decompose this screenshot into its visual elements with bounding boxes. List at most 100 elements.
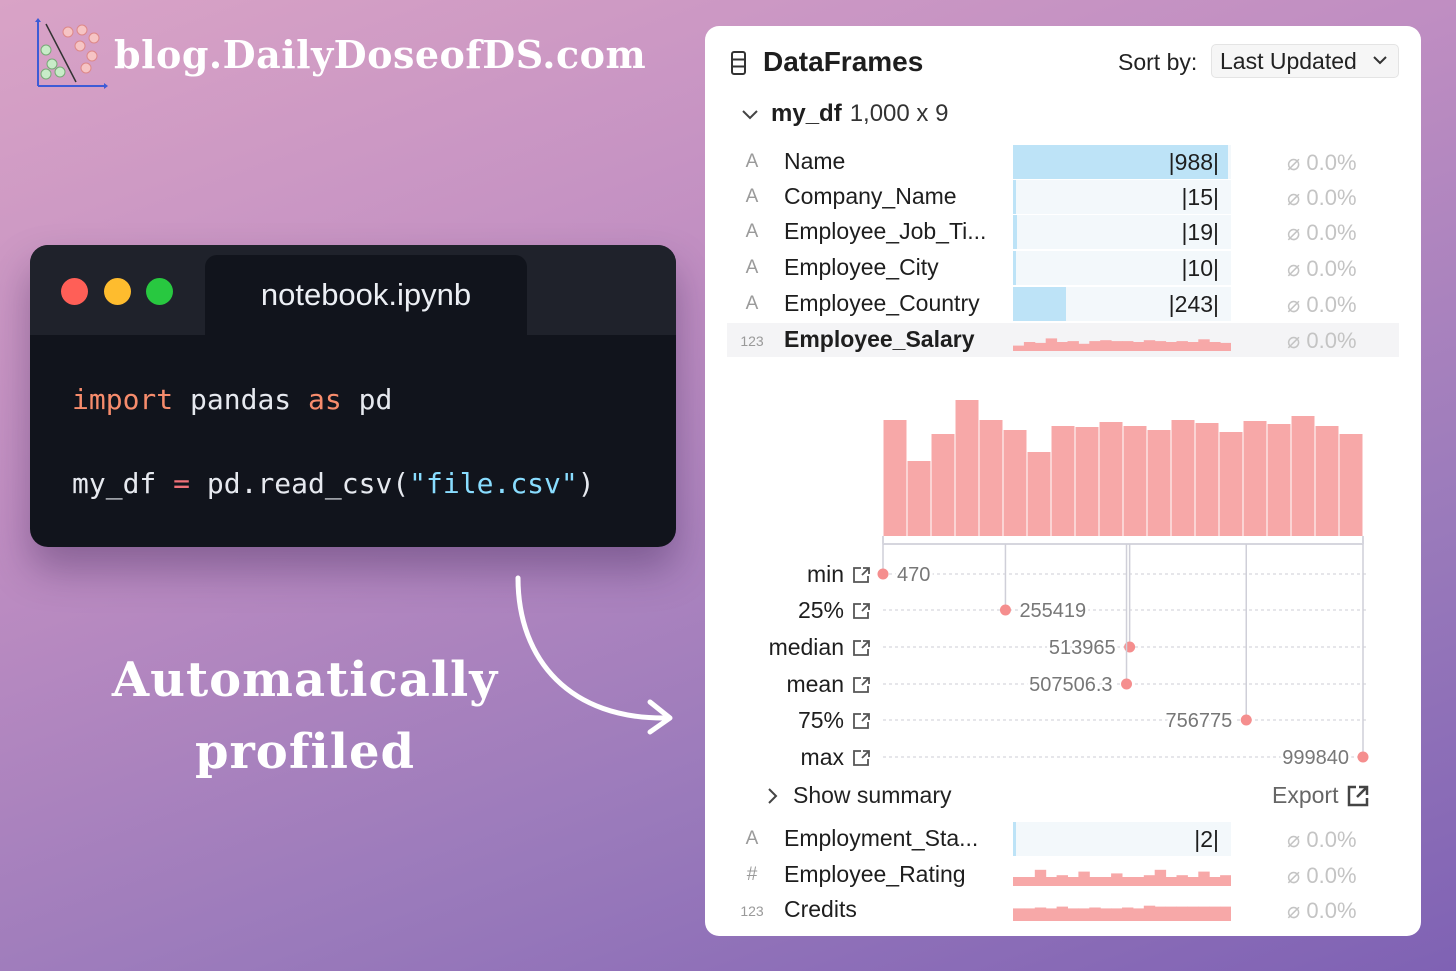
sparkline-bar	[1100, 877, 1112, 886]
unique-bar-fill	[1013, 215, 1017, 249]
column-row[interactable]: A Company_Name |15| ⌀ 0.0%	[727, 180, 1399, 214]
histogram-bar	[1195, 423, 1219, 536]
histogram-bar	[1003, 430, 1027, 536]
sparkline-bar	[1056, 906, 1068, 921]
sparkline-bar	[1198, 871, 1210, 886]
histogram-bar	[1291, 416, 1315, 536]
column-row[interactable]: A Employment_Sta... |2| ⌀ 0.0%	[727, 822, 1399, 856]
sparkline-bar	[1067, 341, 1079, 351]
notebook-tab[interactable]: notebook.ipynb	[205, 255, 527, 335]
stat-value: 507506.3	[1029, 674, 1112, 696]
column-row[interactable]: A Name |988| ⌀ 0.0%	[727, 145, 1399, 179]
unique-count: |2|	[1194, 826, 1219, 852]
column-name: Employment_Sta...	[784, 825, 979, 851]
brand-site-name: blog.DailyDoseofDS.com	[114, 31, 647, 77]
sparkline-bar	[1100, 340, 1112, 351]
unique-count: |19|	[1181, 219, 1219, 245]
variable-name: my_df	[72, 467, 174, 500]
histogram-bar	[1099, 422, 1123, 536]
function-call: pd.read_csv(	[190, 467, 410, 500]
column-name: Employee_Country	[784, 290, 980, 316]
unique-count: |988|	[1168, 149, 1219, 175]
minimize-window-button[interactable]	[104, 278, 131, 305]
external-link-icon[interactable]	[853, 713, 870, 729]
stat-value: 513965	[1049, 637, 1116, 659]
code-line-import[interactable]: import pandas as pd	[72, 383, 392, 416]
sparkline-bar	[1111, 873, 1123, 886]
external-link-icon[interactable]	[853, 640, 870, 656]
unique-bar-fill	[1013, 822, 1016, 856]
string-argument: "file.csv"	[409, 467, 578, 500]
stat-label: mean	[786, 671, 844, 697]
external-link-icon[interactable]	[853, 677, 870, 693]
dataframe-name: my_df	[771, 100, 842, 127]
sparkline-bar	[1045, 338, 1058, 351]
histogram-bar	[1051, 426, 1075, 536]
chevron-right-icon	[768, 787, 778, 804]
sparkline-bar	[1013, 345, 1025, 351]
sparkline-bar	[1198, 339, 1210, 351]
sparkline-bar	[1078, 908, 1090, 921]
sparkline-bar	[1176, 875, 1188, 886]
code-line-read-csv[interactable]: my_df = pd.read_csv("file.csv")	[72, 467, 595, 500]
external-link-icon[interactable]	[853, 567, 870, 583]
external-link-icon[interactable]	[853, 750, 870, 766]
sparkline-bar	[1154, 906, 1167, 921]
sparkline-bar	[1056, 342, 1068, 351]
window-titlebar: notebook.ipynb	[30, 245, 676, 335]
sparkline-bar	[1176, 906, 1188, 921]
external-link-icon[interactable]	[853, 603, 870, 619]
dataframes-panel: DataFrames Sort by: Last Updated my_df 1…	[705, 26, 1421, 936]
missing-percent: ⌀ 0.0%	[1287, 150, 1357, 175]
sort-label: Sort by:	[1118, 49, 1198, 75]
sparkline-bar	[1220, 342, 1231, 351]
column-name: Name	[784, 148, 846, 174]
close-paren: )	[577, 467, 595, 500]
histogram-bar	[931, 434, 955, 536]
curved-arrow-icon	[515, 575, 673, 735]
histogram-bar	[1219, 432, 1243, 536]
sparkline-bar	[1220, 875, 1231, 886]
unique-bar-track	[1013, 251, 1231, 285]
column-row[interactable]: A Employee_City |10| ⌀ 0.0%	[727, 251, 1399, 285]
unique-bar-fill	[1013, 145, 1228, 179]
column-row[interactable]: # Employee_Rating ⌀ 0.0%	[727, 858, 1399, 892]
sparkline-bar	[1045, 877, 1058, 886]
unique-count: |10|	[1181, 255, 1219, 281]
sparkline-bar	[1165, 877, 1177, 886]
column-type-icon: A	[745, 257, 759, 278]
maximize-window-button[interactable]	[146, 278, 173, 305]
column-type-icon: A	[745, 151, 759, 172]
histogram-bar	[1339, 434, 1363, 536]
sparkline-bar	[1165, 906, 1177, 921]
stat-label: 25%	[798, 597, 844, 623]
sparkline-bar	[1187, 877, 1199, 886]
stat-marker	[1121, 678, 1133, 690]
column-type-icon: A	[745, 293, 759, 314]
missing-percent: ⌀ 0.0%	[1287, 328, 1357, 353]
export-button[interactable]: Export	[1272, 782, 1370, 809]
sparkline-bar	[1056, 875, 1068, 886]
salary-distribution-chart: min 470 25% 255419 median 513965 mean 507506.3 7…	[769, 400, 1369, 772]
column-type-icon: A	[745, 186, 759, 207]
sparkline-bar	[1187, 906, 1199, 921]
sparkline-bar	[1023, 908, 1036, 921]
histogram-bar	[1123, 426, 1147, 536]
stat-marker	[1357, 751, 1369, 763]
sparkline-bar	[1154, 869, 1167, 886]
stat-value: 255419	[1019, 600, 1086, 622]
show-summary-toggle[interactable]: Show summary	[765, 782, 951, 809]
sparkline-histogram	[1013, 905, 1231, 921]
sort-dropdown[interactable]: Last Updated	[1211, 44, 1399, 78]
table-icon	[731, 51, 746, 75]
histogram-bar	[883, 420, 907, 536]
close-window-button[interactable]	[61, 278, 88, 305]
dataframe-header[interactable]: my_df 1,000 x 9	[741, 100, 948, 128]
column-row[interactable]: A Employee_Country |243| ⌀ 0.0%	[727, 287, 1399, 321]
unique-bar-fill	[1013, 287, 1066, 321]
column-row[interactable]: A Employee_Job_Ti... |19| ⌀ 0.0%	[727, 215, 1399, 249]
missing-percent: ⌀ 0.0%	[1287, 898, 1357, 923]
column-row[interactable]: 123 Employee_Salary ⌀ 0.0%	[727, 323, 1399, 357]
column-row[interactable]: 123 Credits ⌀ 0.0%	[727, 893, 1399, 927]
sparkline-bar	[1034, 869, 1047, 886]
